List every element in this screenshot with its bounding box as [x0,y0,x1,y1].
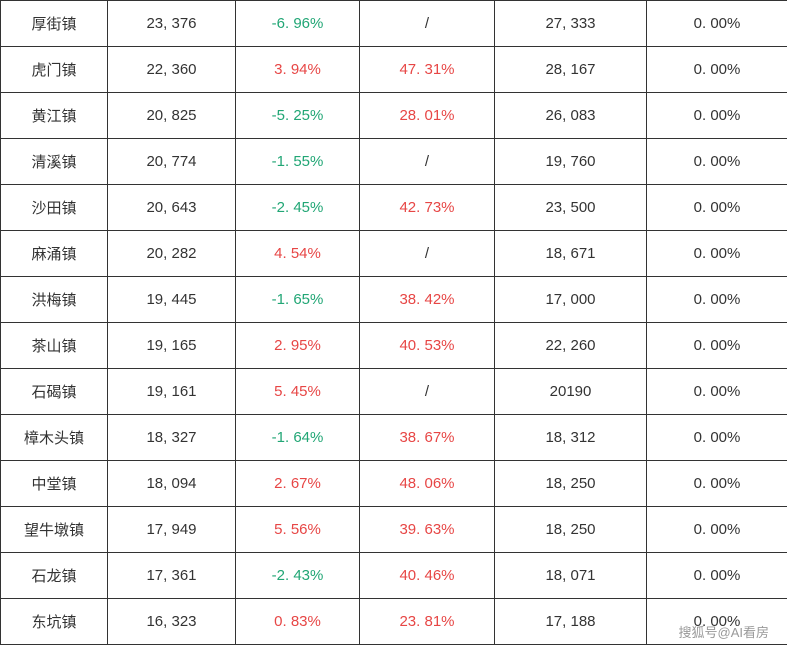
table-row: 望牛墩镇17, 9495. 56%39. 63%18, 2500. 00% [0,507,787,553]
pct1-cell: -1. 55% [236,139,360,184]
value2-cell: 17, 000 [495,277,647,322]
table-row: 麻涌镇20, 2824. 54%/18, 6710. 00% [0,231,787,277]
pct2-cell: 39. 63% [360,507,495,552]
pct1-cell: -1. 65% [236,277,360,322]
pct2-cell: 38. 67% [360,415,495,460]
data-table: 厚街镇23, 376-6. 96%/27, 3330. 00%虎门镇22, 36… [0,0,787,645]
town-name-cell: 石碣镇 [0,369,108,414]
pct2-cell: 40. 53% [360,323,495,368]
pct3-cell: 0. 00% [647,369,787,414]
town-name-cell: 望牛墩镇 [0,507,108,552]
table-row: 石龙镇17, 361-2. 43%40. 46%18, 0710. 00% [0,553,787,599]
table-row: 东坑镇16, 3230. 83%23. 81%17, 1880. 00% [0,599,787,645]
town-name-cell: 沙田镇 [0,185,108,230]
pct3-cell: 0. 00% [647,139,787,184]
pct2-cell: / [360,139,495,184]
town-name-cell: 洪梅镇 [0,277,108,322]
value1-cell: 20, 825 [108,93,236,138]
value1-cell: 20, 774 [108,139,236,184]
value1-cell: 19, 161 [108,369,236,414]
value2-cell: 18, 071 [495,553,647,598]
pct2-cell: / [360,369,495,414]
pct3-cell: 0. 00% [647,507,787,552]
table-row: 茶山镇19, 1652. 95%40. 53%22, 2600. 00% [0,323,787,369]
pct3-cell: 0. 00% [647,415,787,460]
value1-cell: 20, 282 [108,231,236,276]
pct2-cell: 40. 46% [360,553,495,598]
town-name-cell: 麻涌镇 [0,231,108,276]
town-name-cell: 石龙镇 [0,553,108,598]
value2-cell: 26, 083 [495,93,647,138]
value1-cell: 17, 361 [108,553,236,598]
value1-cell: 18, 094 [108,461,236,506]
value2-cell: 18, 250 [495,507,647,552]
pct3-cell: 0. 00% [647,323,787,368]
pct2-cell: 28. 01% [360,93,495,138]
town-name-cell: 厚街镇 [0,1,108,46]
pct1-cell: 3. 94% [236,47,360,92]
pct1-cell: -6. 96% [236,1,360,46]
town-name-cell: 樟木头镇 [0,415,108,460]
pct1-cell: 4. 54% [236,231,360,276]
watermark-text: 搜狐号@AI看房 [679,622,769,641]
table-row: 樟木头镇18, 327-1. 64%38. 67%18, 3120. 00% [0,415,787,461]
pct1-cell: -2. 45% [236,185,360,230]
pct1-cell: 0. 83% [236,599,360,644]
value2-cell: 18, 312 [495,415,647,460]
town-name-cell: 黄江镇 [0,93,108,138]
pct2-cell: 42. 73% [360,185,495,230]
value1-cell: 22, 360 [108,47,236,92]
table-row: 洪梅镇19, 445-1. 65%38. 42%17, 0000. 00% [0,277,787,323]
pct3-cell: 0. 00% [647,1,787,46]
value2-cell: 18, 671 [495,231,647,276]
value2-cell: 17, 188 [495,599,647,644]
value1-cell: 20, 643 [108,185,236,230]
table-row: 清溪镇20, 774-1. 55%/19, 7600. 00% [0,139,787,185]
table-row: 黄江镇20, 825-5. 25%28. 01%26, 0830. 00% [0,93,787,139]
value1-cell: 19, 165 [108,323,236,368]
pct1-cell: -2. 43% [236,553,360,598]
value1-cell: 16, 323 [108,599,236,644]
pct3-cell: 0. 00% [647,93,787,138]
pct3-cell: 0. 00% [647,553,787,598]
table-row: 石碣镇19, 1615. 45%/201900. 00% [0,369,787,415]
town-name-cell: 虎门镇 [0,47,108,92]
pct2-cell: 47. 31% [360,47,495,92]
pct3-cell: 0. 00% [647,461,787,506]
value1-cell: 18, 327 [108,415,236,460]
table-row: 虎门镇22, 3603. 94%47. 31%28, 1670. 00% [0,47,787,93]
pct2-cell: 48. 06% [360,461,495,506]
pct3-cell: 0. 00% [647,277,787,322]
pct2-cell: 23. 81% [360,599,495,644]
pct1-cell: 5. 56% [236,507,360,552]
town-name-cell: 清溪镇 [0,139,108,184]
table-row: 厚街镇23, 376-6. 96%/27, 3330. 00% [0,1,787,47]
pct2-cell: / [360,1,495,46]
pct1-cell: 2. 67% [236,461,360,506]
pct3-cell: 0. 00% [647,47,787,92]
pct3-cell: 0. 00% [647,185,787,230]
pct2-cell: 38. 42% [360,277,495,322]
table-row: 沙田镇20, 643-2. 45%42. 73%23, 5000. 00% [0,185,787,231]
value1-cell: 17, 949 [108,507,236,552]
town-name-cell: 中堂镇 [0,461,108,506]
table-row: 中堂镇18, 0942. 67%48. 06%18, 2500. 00% [0,461,787,507]
pct3-cell: 0. 00% [647,231,787,276]
town-name-cell: 茶山镇 [0,323,108,368]
pct1-cell: -5. 25% [236,93,360,138]
pct1-cell: 5. 45% [236,369,360,414]
value2-cell: 19, 760 [495,139,647,184]
town-name-cell: 东坑镇 [0,599,108,644]
value2-cell: 20190 [495,369,647,414]
pct2-cell: / [360,231,495,276]
value2-cell: 18, 250 [495,461,647,506]
value1-cell: 23, 376 [108,1,236,46]
value2-cell: 27, 333 [495,1,647,46]
value2-cell: 28, 167 [495,47,647,92]
value2-cell: 23, 500 [495,185,647,230]
value2-cell: 22, 260 [495,323,647,368]
pct1-cell: -1. 64% [236,415,360,460]
pct1-cell: 2. 95% [236,323,360,368]
value1-cell: 19, 445 [108,277,236,322]
